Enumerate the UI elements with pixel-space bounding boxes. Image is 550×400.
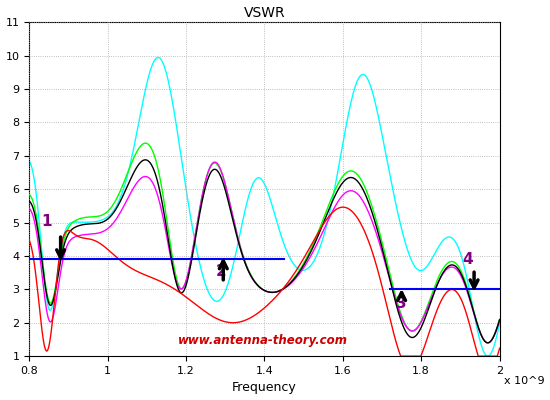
Text: x 10^9: x 10^9 xyxy=(504,376,545,386)
Text: 3: 3 xyxy=(395,296,406,311)
Text: www.antenna-theory.com: www.antenna-theory.com xyxy=(178,334,348,348)
Title: VSWR: VSWR xyxy=(244,6,285,20)
Text: 4: 4 xyxy=(463,252,473,267)
Text: 1: 1 xyxy=(41,214,52,229)
X-axis label: Frequency: Frequency xyxy=(232,382,297,394)
Text: 2: 2 xyxy=(216,264,226,279)
